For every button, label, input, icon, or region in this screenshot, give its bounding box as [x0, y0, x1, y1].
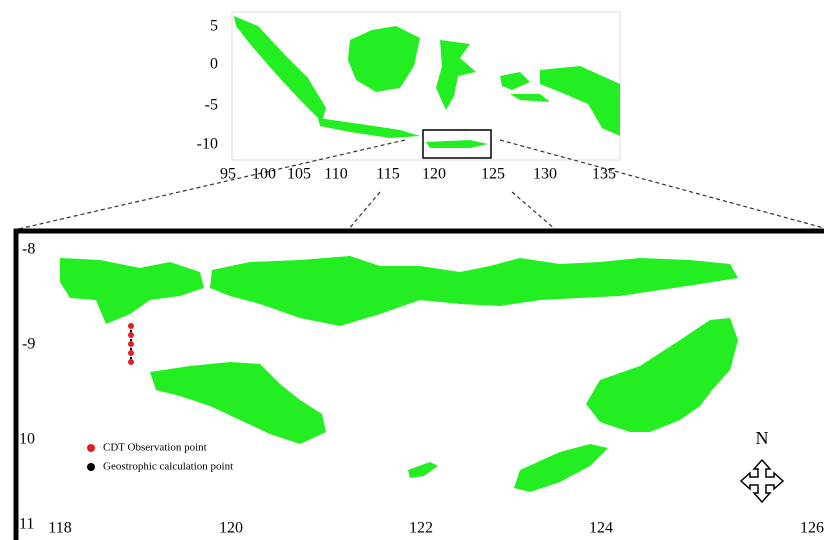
cdt-point	[128, 341, 134, 347]
timor	[586, 318, 738, 432]
sawu	[408, 462, 438, 478]
x-tick-label: 130	[533, 166, 557, 183]
compass-icon	[739, 458, 785, 504]
x-tick-label: 110	[324, 166, 347, 183]
x-tick-label: 120	[219, 520, 243, 537]
legend-marker	[87, 463, 95, 471]
zoom-connectors	[13, 139, 824, 231]
x-tick-label: 100	[252, 166, 276, 183]
lombok-sumbawa	[60, 258, 204, 324]
x-tick-label: 125	[481, 166, 505, 183]
y-tick-label: 10	[19, 431, 35, 448]
sulawesi-south	[510, 94, 550, 102]
x-tick-label: 122	[409, 520, 433, 537]
y-tick-label: 11	[19, 516, 34, 533]
java	[318, 118, 420, 138]
x-tick-label: 120	[422, 166, 446, 183]
y-tick-label: -5	[205, 97, 218, 114]
connector	[347, 191, 381, 231]
north-label: N	[756, 428, 769, 448]
cdt-point	[128, 332, 134, 338]
y-tick-label: -10	[197, 136, 218, 153]
geostrophic-point	[129, 356, 133, 360]
zoom-box	[422, 129, 492, 159]
x-tick-label: 105	[287, 166, 311, 183]
x-tick-label: 126	[800, 520, 824, 537]
x-tick-label: 124	[589, 520, 613, 537]
y-tick-label: -9	[22, 336, 35, 353]
cdt-point	[128, 323, 134, 329]
connector	[499, 139, 824, 229]
cdt-point	[128, 359, 134, 365]
y-tick-label: -8	[22, 241, 35, 258]
cdt-point	[128, 350, 134, 356]
legend-marker	[87, 444, 95, 452]
observation-points	[128, 323, 134, 365]
connector	[511, 191, 557, 231]
papua	[540, 66, 620, 136]
detail-map: -8 -9 10 11 118 120 122 124 126 CDT Obse…	[13, 228, 824, 540]
connector	[13, 139, 406, 231]
sulawesi	[436, 40, 476, 110]
overview-map: 5 0 -5 -10 95 100 105 110 115 120 125 13…	[197, 11, 621, 183]
geostrophic-point	[129, 338, 133, 342]
borneo	[348, 26, 420, 92]
legend-label: CDT Observation point	[103, 442, 207, 454]
rote	[514, 444, 608, 492]
y-tick-label: 0	[210, 56, 218, 73]
sumatra	[234, 16, 326, 122]
flores	[210, 256, 738, 326]
legend-label: Geostrophic calculation point	[103, 461, 233, 473]
maluku	[500, 72, 530, 90]
x-tick-label: 115	[376, 166, 399, 183]
x-tick-label: 118	[48, 520, 71, 537]
x-tick-label: 95	[220, 166, 236, 183]
geostrophic-point	[129, 329, 133, 333]
lesser-sunda	[426, 140, 488, 148]
geostrophic-point	[129, 347, 133, 351]
sumba	[150, 362, 326, 444]
y-tick-label: 5	[210, 18, 218, 35]
